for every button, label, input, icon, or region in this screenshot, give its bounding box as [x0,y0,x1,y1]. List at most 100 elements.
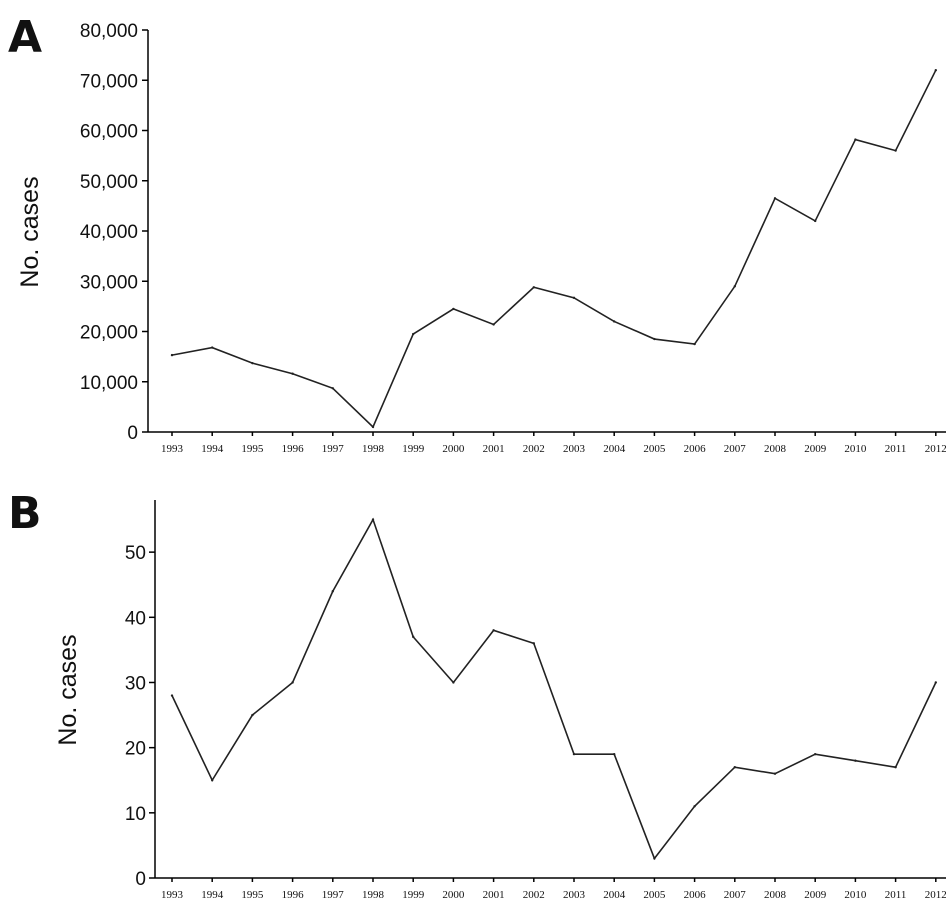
panel-a-x-tick-label: 2010 [844,443,867,455]
panel-b-data-point [854,759,857,762]
panel-b-y-tick-label: 20 [125,739,146,760]
panel-a-data-point [412,332,415,336]
panel-b-x-tick-label: 1999 [402,889,425,901]
panel-a-x-tick-label: 2004 [603,443,626,455]
panel-a-data-point [331,387,334,390]
panel-a-data-point [211,346,214,349]
panel-b-x-tick-label: 2001 [483,889,505,901]
panel-a-y-tick-label: 60,000 [80,122,138,143]
panel-b-x-tick-label: 2005 [643,889,666,901]
panel-a-data-point [170,353,174,357]
panel-b-y-ticks: 0 10 20 30 40 50 [125,543,155,890]
panel-b-x-tick-label: 1998 [362,889,385,901]
panel-a-y-tick-label: 30,000 [80,272,138,293]
panel-a-x-tick-label: 2001 [483,443,505,455]
panel-a-data-point [693,342,696,346]
panel-a-x-tick-label: 1996 [282,443,305,455]
panel-b-data-point [170,694,174,697]
panel-b-data-point [814,752,817,756]
panel-a: A No. cases 0 10,000 20,000 30,000 40,000 50,… [8,12,946,455]
panel-a-y-tick-label: 70,000 [80,71,138,92]
panel-b-x-tick-label: 2003 [563,889,586,901]
panel-a-y-ticks: 0 10,000 20,000 30,000 40,000 50,000 60,000 70,… [80,21,148,444]
panel-b-data-point [371,518,375,521]
panel-a-x-ticks: 1993 1994 1995 1996 1997 1998 1999 2000 2001 2002… [161,432,946,455]
panel-a-data-point [572,296,576,300]
panel-a-x-tick-label: 2009 [804,443,827,455]
panel-a-data-point [934,69,937,72]
panel-a-data-point [894,149,897,152]
panel-a-data-point [452,307,455,311]
panel-b-y-tick-label: 50 [125,543,146,564]
panel-b-y-tick-label: 30 [125,673,146,694]
panel-a-x-tick-label: 1993 [161,443,184,455]
panel-b-x-tick-label: 2008 [764,889,787,901]
panel-a-data-point [733,285,736,288]
panel-b-x-tick-label: 2010 [844,889,867,901]
panel-a-y-tick-label: 40,000 [80,222,138,243]
panel-a-data-point [814,219,817,223]
panel-b-data-point [934,681,937,684]
panel-a-x-tick-label: 1994 [201,443,224,455]
panel-a-series [170,69,937,429]
panel-a-x-tick-label: 2012 [925,443,946,455]
panel-b-x-tick-label: 1994 [201,889,224,901]
panel-b-x-tick-label: 1995 [241,889,264,901]
panel-b-data-point [532,642,535,645]
panel-b-x-tick-label: 1997 [322,889,345,901]
panel-b-x-tick-label: 2011 [885,889,907,901]
panel-b-y-axis-label: No. cases [54,634,82,745]
panel-b-x-tick-label: 1996 [282,889,305,901]
panel-a-data-point [492,323,495,326]
panel-b-series [170,517,937,861]
panel-a-x-tick-label: 1997 [322,443,345,455]
panel-b-data-point [773,772,777,775]
panel-a-x-tick-label: 2007 [724,443,747,455]
panel-b-data-point [412,635,415,639]
panel-b-data-point [572,752,576,756]
panel-a-x-tick-label: 2005 [643,443,666,455]
panel-b-data-point [331,590,334,593]
panel-b-letter: B [8,488,42,539]
panel-a-data-point [854,138,857,141]
panel-b-x-tick-label: 2009 [804,889,827,901]
panel-a-letter: A [8,12,42,63]
panel-b-x-tick-label: 2000 [442,889,465,901]
panel-a-data-point [371,425,375,429]
panel-b-data-point [291,681,294,684]
panel-a-data-point [291,372,294,375]
panel-a-x-tick-label: 2008 [764,443,787,455]
panel-b-data-point [894,766,897,769]
panel-b-x-tick-label: 2007 [724,889,747,901]
panel-b-data-point [251,713,254,717]
panel-a-x-tick-label: 2003 [563,443,586,455]
panel-b-x-tick-label: 2002 [523,889,545,901]
panel-a-data-point [773,197,777,200]
panel-a-data-point [653,337,656,341]
panel-b-x-tick-label: 1993 [161,889,184,901]
panel-a-y-tick-label: 80,000 [80,21,138,42]
panel-a-data-point [251,361,254,365]
panel-b: B No. cases 0 10 20 30 40 50 1993 1994 1995 1996… [8,488,946,901]
panel-a-x-tick-label: 2006 [684,443,707,455]
panel-a-y-tick-label: 10,000 [80,373,138,394]
panel-b-data-point [693,805,696,808]
panel-a-x-tick-label: 1995 [241,443,264,455]
panel-a-y-tick-label: 0 [127,423,138,444]
panel-b-data-point [733,766,736,769]
panel-a-x-tick-label: 1999 [402,443,425,455]
panel-a-data-point [532,286,535,289]
panel-a-y-tick-label: 50,000 [80,172,138,193]
panel-a-data-point [613,320,616,323]
panel-a-y-axis-label: No. cases [16,176,44,287]
panel-a-x-tick-label: 2002 [523,443,545,455]
panel-a-y-tick-label: 20,000 [80,323,138,344]
panel-a-x-tick-label: 2000 [442,443,465,455]
panel-b-y-tick-label: 0 [135,869,146,890]
panel-b-series-line [171,517,937,861]
panel-b-x-ticks: 1993 1994 1995 1996 1997 1998 1999 2000 2001 2002… [161,878,946,901]
panel-b-y-tick-label: 40 [125,608,146,629]
panel-a-x-tick-label: 1998 [362,443,385,455]
panel-b-x-tick-label: 2012 [925,889,946,901]
